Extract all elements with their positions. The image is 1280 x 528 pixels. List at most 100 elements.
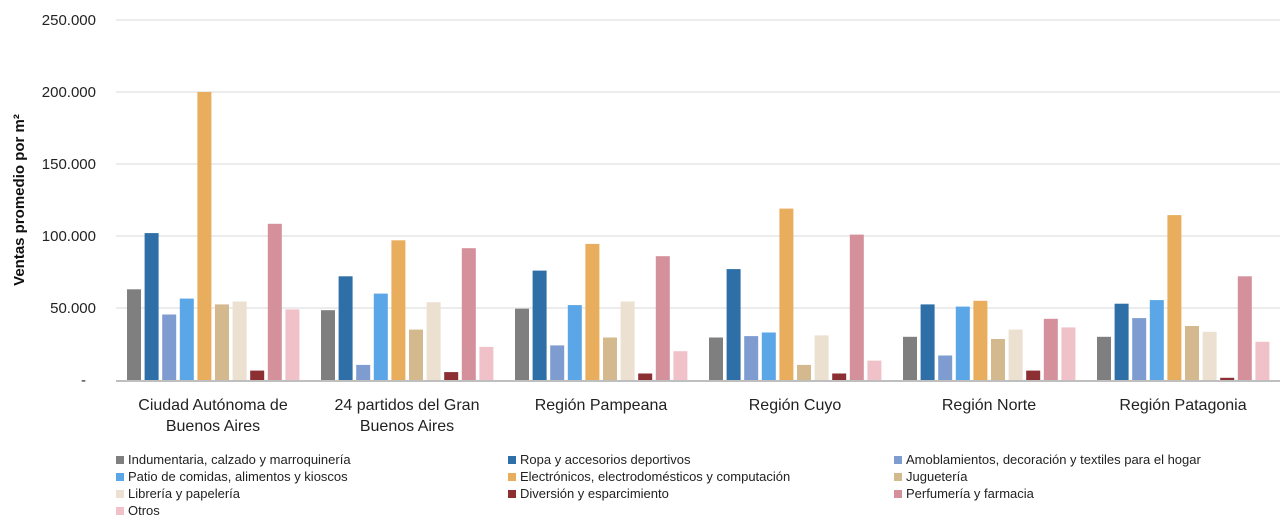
bar [162,314,177,380]
bar [920,304,935,380]
bar [1043,318,1058,380]
y-tick-label: 250.000 [42,12,96,29]
legend-item: Diversión y esparcimiento [508,486,669,501]
chart: - 50.000 100.000 150.000 200.000 250.000 Ciud… [11,12,1280,435]
x-category-label: 24 partidos del Gran [335,397,480,414]
bar [1220,377,1235,380]
bar [761,332,776,380]
bar [814,335,829,380]
legend-swatch [116,472,124,481]
x-category-label: Ciudad Autónoma de [138,397,288,414]
bar [1167,215,1182,380]
legend-label: Juguetería [906,469,968,484]
bar [409,329,423,380]
bar [1132,318,1147,380]
legend-item: Indumentaria, calzado y marroquinería [116,452,351,467]
x-category-label: Región Pampeana [535,397,668,414]
bar [655,256,670,380]
y-tick-label: 200.000 [42,84,96,101]
bar [744,336,759,380]
y-axis-label: Ventas promedio por m² [11,114,28,286]
legend-swatch [894,472,902,481]
bar [1149,300,1164,380]
bar [444,372,459,380]
bar [638,373,653,380]
y-tick-label: 150.000 [42,156,96,173]
bar [585,243,600,380]
bar [515,308,529,380]
legend-item: Ropa y accesorios deportivos [508,452,691,467]
bar [127,289,141,380]
bar [1185,326,1199,380]
legend-label: Electrónicos, electrodomésticos y comput… [520,469,791,484]
bar [532,270,547,380]
bar [197,92,212,380]
bar [726,269,741,380]
bar [1202,331,1217,380]
legend-swatch [508,455,516,464]
legend-item: Electrónicos, electrodomésticos y comput… [508,469,790,484]
bar [144,233,159,380]
legend-label: Ropa y accesorios deportivos [520,452,691,467]
bar [391,240,406,380]
bar [1008,329,1023,380]
gridlines [116,19,1280,309]
bar [215,304,229,380]
legend-label: Perfumería y farmacia [906,486,1034,501]
legend-swatch [508,472,516,481]
bar [849,234,864,380]
y-tick-label: 50.000 [50,300,96,317]
bars [127,92,1270,380]
bar [179,298,194,380]
bar [250,370,265,380]
bar [867,360,882,380]
legend-label: Indumentaria, calzado y marroquinería [128,452,351,467]
bar [797,364,811,380]
bar [779,208,794,380]
bar [938,355,953,380]
bar [285,309,300,380]
bar [1097,336,1111,380]
x-category-label: Región Cuyo [749,397,842,414]
x-axis-categories: Ciudad Autónoma de Buenos Aires 24 partido… [138,397,1246,435]
bar [373,293,388,380]
bar [973,300,988,380]
legend-swatch [508,489,516,498]
bar [673,351,688,380]
bar [1237,276,1252,380]
legend-item: Juguetería [894,469,967,484]
bar [461,248,476,380]
legend-label: Patio de comidas, alimentos y kioscos [128,469,348,484]
bar [426,302,441,380]
legend-label: Otros [128,503,160,518]
legend-swatch [116,506,124,515]
legend-label: Amoblamientos, decoración y textiles par… [906,452,1201,467]
x-category-label: Buenos Aires [360,418,454,435]
bar [1061,327,1076,380]
x-category-label: Buenos Aires [166,418,260,435]
bar [620,301,635,380]
legend-item: Perfumería y farmacia [894,486,1034,501]
bar [356,364,371,380]
x-category-label: Región Norte [942,397,1036,414]
bar [479,346,494,380]
legend-swatch [894,455,902,464]
legend-swatch [116,455,124,464]
bar [321,310,335,380]
bar [1255,341,1270,380]
legend-item: Amoblamientos, decoración y textiles par… [894,452,1201,467]
bar [709,337,723,380]
bar [550,345,565,380]
bar [603,337,617,380]
bar [832,373,847,380]
x-category-label: Región Patagonia [1119,397,1246,414]
legend-label: Diversión y esparcimiento [520,486,669,501]
legend-swatch [116,489,124,498]
bar [991,339,1005,380]
bar [1026,370,1041,380]
bar [1114,303,1129,380]
y-tick-label: 100.000 [42,228,96,245]
bar [955,306,970,380]
legend-item: Otros [116,503,160,518]
legend-item: Librería y papelería [116,486,240,501]
